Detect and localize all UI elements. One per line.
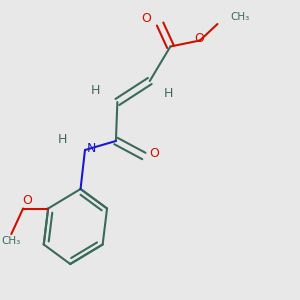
Text: CH₃: CH₃ <box>231 11 250 22</box>
Text: H: H <box>58 133 68 146</box>
Text: H: H <box>164 86 174 100</box>
Text: O: O <box>22 194 32 208</box>
Text: N: N <box>86 142 96 155</box>
Text: H: H <box>91 83 100 97</box>
Text: CH₃: CH₃ <box>1 236 20 247</box>
Text: O: O <box>149 147 159 161</box>
Text: O: O <box>194 32 204 46</box>
Text: O: O <box>141 12 151 25</box>
